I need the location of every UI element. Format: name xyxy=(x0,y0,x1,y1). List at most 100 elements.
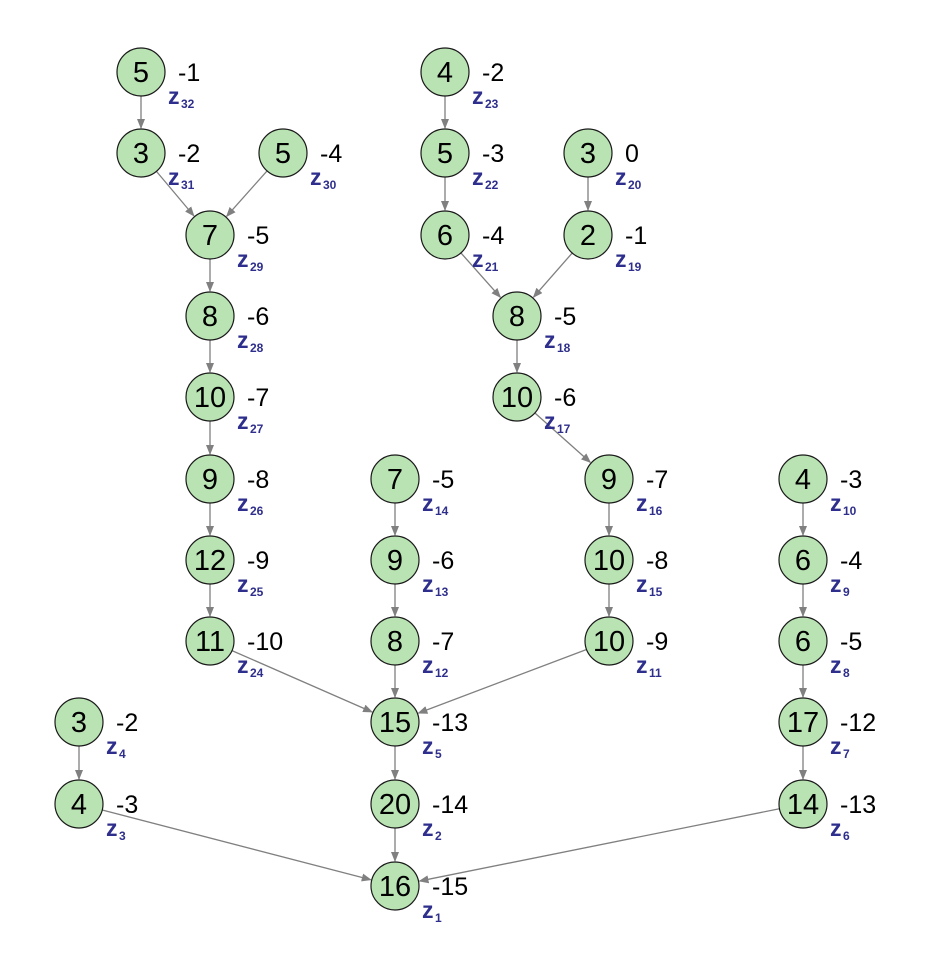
node-label: z xyxy=(168,83,180,109)
node-label: z xyxy=(830,571,842,597)
node-value: 5 xyxy=(275,138,291,170)
node-label-index: 8 xyxy=(843,666,850,680)
node-weight: -4 xyxy=(482,222,504,250)
node-label-index: 17 xyxy=(557,422,571,436)
node-z27: 10 -7z 27 xyxy=(185,372,269,436)
node-circle xyxy=(420,128,470,178)
node-label: z xyxy=(237,571,249,597)
node-label: z xyxy=(636,571,648,597)
node-weight: -7 xyxy=(432,628,454,656)
node-label: z xyxy=(636,652,648,678)
node-label: z xyxy=(472,83,484,109)
node-weight: -8 xyxy=(646,547,668,575)
node-value: 10 xyxy=(501,382,533,414)
node-label-index: 22 xyxy=(485,178,499,192)
node-label-index: 11 xyxy=(649,666,662,680)
node-z3: 4 -3z 3 xyxy=(54,779,138,843)
edge-z11-to-z5 xyxy=(417,648,587,714)
node-label: z xyxy=(422,571,434,597)
node-label: z xyxy=(830,490,842,516)
node-weight: -12 xyxy=(840,709,876,737)
node-circle xyxy=(185,291,235,341)
node-value: 3 xyxy=(133,138,149,170)
node-label-index: 14 xyxy=(435,504,449,518)
node-value: 20 xyxy=(379,789,411,821)
node-value: 8 xyxy=(509,301,525,333)
node-circle xyxy=(370,779,420,829)
node-weight: -7 xyxy=(247,384,269,412)
node-label: z xyxy=(422,897,434,923)
edge-z30-to-z29 xyxy=(225,170,268,218)
node-label: z xyxy=(106,815,118,841)
edge-z31-to-z29 xyxy=(155,170,195,217)
node-weight: -7 xyxy=(646,466,668,494)
node-z2: 20 -14z 2 xyxy=(370,779,468,843)
node-z29: 7 -5z 29 xyxy=(185,210,269,274)
node-circle xyxy=(185,535,235,585)
node-z17: 10 -6z 17 xyxy=(492,372,576,436)
node-weight: -2 xyxy=(178,140,200,168)
node-value: 17 xyxy=(787,707,819,739)
node-weight: -1 xyxy=(625,222,647,250)
node-label: z xyxy=(472,246,484,272)
node-z13: 9 -6z 13 xyxy=(370,535,454,599)
node-label-index: 5 xyxy=(435,747,442,761)
node-z31: 3 -2z 31 xyxy=(116,128,200,192)
node-value: 5 xyxy=(437,138,453,170)
node-value: 10 xyxy=(194,382,226,414)
node-value: 12 xyxy=(194,545,226,577)
node-value: 11 xyxy=(195,626,225,658)
edge-z3-to-z1 xyxy=(102,809,372,882)
node-weight: -9 xyxy=(247,547,269,575)
node-label: z xyxy=(237,408,249,434)
node-weight: -4 xyxy=(320,140,342,168)
node-weight: -5 xyxy=(247,222,269,250)
node-label-index: 26 xyxy=(250,504,264,518)
edges-layer xyxy=(75,96,807,884)
node-label-index: 9 xyxy=(843,585,850,599)
node-circle xyxy=(54,697,104,747)
node-weight: -6 xyxy=(554,384,576,412)
node-z15: 10 -8z 15 xyxy=(584,535,668,599)
node-label: z xyxy=(237,327,249,353)
node-label-index: 16 xyxy=(649,504,663,518)
node-value: 5 xyxy=(133,57,149,89)
node-weight: -9 xyxy=(646,628,668,656)
node-z1: 16 -15z 1 xyxy=(370,861,468,925)
node-label: z xyxy=(422,733,434,759)
node-value: 4 xyxy=(795,464,811,496)
node-label: z xyxy=(422,490,434,516)
node-label: z xyxy=(615,246,627,272)
node-label: z xyxy=(830,652,842,678)
node-value: 6 xyxy=(795,626,811,658)
node-circle xyxy=(370,861,420,911)
node-label-index: 31 xyxy=(181,178,195,192)
node-weight: -6 xyxy=(247,303,269,331)
node-z24: 11 -10z 24 xyxy=(185,616,283,680)
node-label-index: 28 xyxy=(250,341,264,355)
node-weight: -5 xyxy=(554,303,576,331)
node-label: z xyxy=(544,408,556,434)
node-label-index: 20 xyxy=(628,178,642,192)
node-z22: 5 -3z 22 xyxy=(420,128,504,192)
node-z12: 8 -7z 12 xyxy=(370,616,454,680)
node-z23: 4 -2z 23 xyxy=(420,47,504,111)
node-value: 3 xyxy=(71,707,87,739)
node-circle xyxy=(563,210,613,260)
node-value: 9 xyxy=(202,464,218,496)
node-weight: -5 xyxy=(840,628,862,656)
node-z4: 3 -2z 4 xyxy=(54,697,138,761)
node-weight: -3 xyxy=(482,140,504,168)
node-label-index: 24 xyxy=(250,666,264,680)
edge-z24-to-z5 xyxy=(231,650,374,713)
node-weight: -14 xyxy=(432,791,468,819)
node-z30: 5 -4z 30 xyxy=(258,128,342,192)
node-label: z xyxy=(106,733,118,759)
node-value: 6 xyxy=(437,220,453,252)
node-z26: 9 -8z 26 xyxy=(185,454,269,518)
node-weight: -6 xyxy=(432,547,454,575)
node-weight: -5 xyxy=(432,466,454,494)
node-z11: 10 -9z 11 xyxy=(584,616,668,680)
node-label-index: 7 xyxy=(843,747,850,761)
node-label: z xyxy=(636,490,648,516)
